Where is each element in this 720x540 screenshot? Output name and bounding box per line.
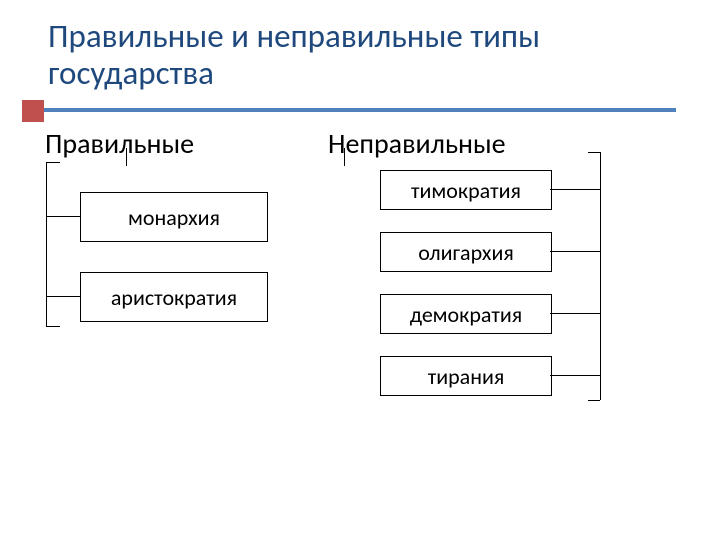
box-aristocracy: аристократия — [80, 272, 268, 322]
connector-line — [46, 216, 80, 217]
box-tyranny: тирания — [380, 356, 552, 396]
connector-line — [588, 400, 600, 401]
slide: { "title": { "text": "Правильные и непра… — [0, 0, 720, 540]
column-header-incorrect: Неправильные — [328, 126, 506, 161]
connector-line — [588, 152, 600, 153]
connector-line — [46, 162, 60, 163]
connector-line — [46, 162, 47, 326]
connector-line — [550, 189, 600, 190]
accent-rule — [44, 108, 676, 112]
box-oligarchy: олигархия — [380, 232, 552, 272]
connector-line — [344, 148, 345, 166]
column-header-correct: Правильные — [45, 126, 194, 161]
slide-title: Правильные и неправильные типы государст… — [48, 18, 668, 92]
box-timocracy: тимократия — [380, 170, 552, 210]
connector-line — [46, 326, 60, 327]
box-monarchy: монархия — [80, 192, 268, 242]
connector-line — [600, 152, 601, 400]
box-democracy: демократия — [380, 294, 552, 334]
connector-line — [46, 296, 80, 297]
connector-line — [550, 313, 600, 314]
connector-line — [126, 148, 127, 166]
accent-tick — [22, 100, 44, 122]
connector-line — [550, 375, 600, 376]
connector-line — [550, 251, 600, 252]
